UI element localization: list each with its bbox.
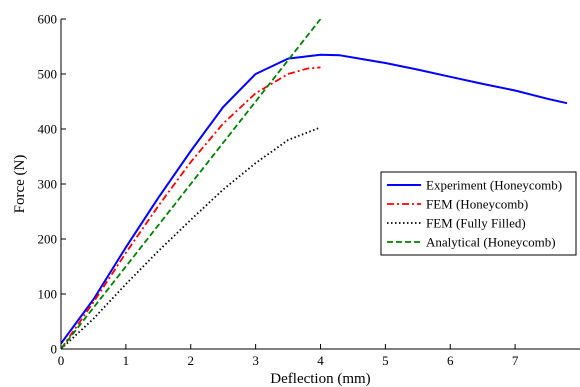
x-tick-label: 2 <box>188 353 195 368</box>
y-tick-label: 300 <box>38 177 58 192</box>
y-tick-label: 0 <box>51 342 58 357</box>
series-line-1 <box>61 66 321 349</box>
axes: 0 1 2 3 4 5 6 7 0 100 200 300 400 500 600 <box>38 12 580 368</box>
legend: Experiment (Honeycomb) FEM (Honeycomb) FEM… <box>380 171 577 256</box>
x-tick-label: 7 <box>512 353 519 368</box>
y-axis-label: Force (N) <box>12 155 28 214</box>
y-tick-label: 200 <box>38 232 58 247</box>
x-tick-label: 3 <box>252 353 259 368</box>
y-tick-label: 500 <box>38 67 58 82</box>
legend-label: FEM (Fully Filled) <box>426 216 526 231</box>
series-line-3 <box>61 19 322 349</box>
plot-area <box>61 19 568 349</box>
legend-label: Analytical (Honeycomb) <box>426 235 556 250</box>
legend-label: Experiment (Honeycomb) <box>426 178 562 193</box>
y-tick-label: 600 <box>38 12 58 27</box>
x-axis-label: Deflection (mm) <box>270 371 370 387</box>
series-line-0 <box>61 53 568 345</box>
legend-label: FEM (Honeycomb) <box>426 197 528 212</box>
x-tick-label: 5 <box>382 353 389 368</box>
x-tick-label: 4 <box>317 353 324 368</box>
y-tick-label: 100 <box>38 287 58 302</box>
series-line-2 <box>61 126 321 349</box>
x-tick-label: 6 <box>447 353 454 368</box>
x-tick-label: 1 <box>123 353 130 368</box>
x-tick-label: 0 <box>58 353 65 368</box>
y-tick-label: 400 <box>38 122 58 137</box>
